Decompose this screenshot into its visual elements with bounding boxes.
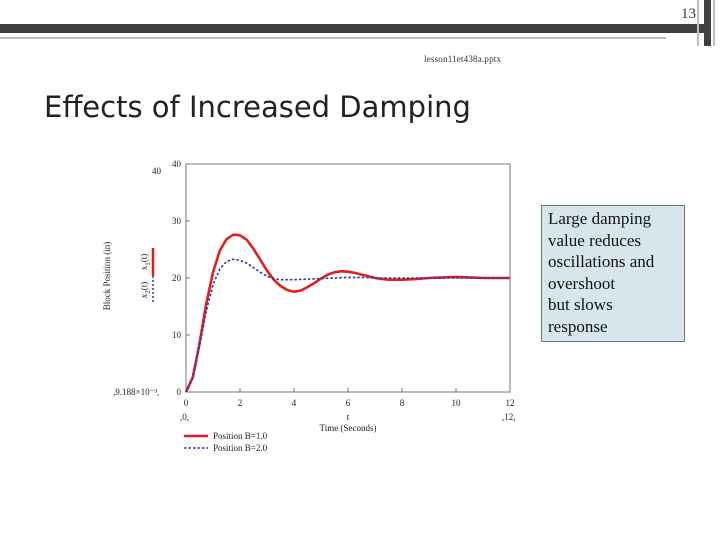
corner-stripe <box>697 0 699 46</box>
slide-number: 13 <box>681 6 696 22</box>
y-tick-label: 20 <box>172 273 182 283</box>
corner-stripe <box>704 0 711 46</box>
note-box: Large damping value reduces oscillations… <box>541 205 685 342</box>
x-tick-label: 2 <box>238 398 243 408</box>
x-tick-label: 12 <box>506 398 515 408</box>
y-tick-label: 30 <box>172 216 182 226</box>
legend-label: Position B=2.0 <box>213 443 268 453</box>
y-series-expression: x2(t) <box>139 282 152 299</box>
y-axis-label: Block Position (in) <box>102 242 112 311</box>
x-variable-label: t <box>347 412 350 422</box>
y-max-label: 40 <box>152 166 162 176</box>
top-rule <box>0 37 666 39</box>
note-line: oscillations and <box>548 252 655 271</box>
y-tick-label: 0 <box>177 387 182 397</box>
note-line: overshoot <box>548 273 616 293</box>
series-line-2 <box>185 258 510 393</box>
corner-stripe <box>713 0 715 46</box>
x-min-label: ,0, <box>180 412 189 422</box>
note-line: but slows <box>548 295 613 314</box>
x-axis-label: Time (Seconds) <box>320 423 377 433</box>
legend-label: Position B=1.0 <box>213 431 268 441</box>
x-tick-label: 10 <box>452 398 462 408</box>
x-tick-label: 4 <box>292 398 297 408</box>
y-series-expression: x1(t) <box>139 254 152 271</box>
file-name: lesson11et438a.pptx <box>424 54 502 64</box>
y-tick-label: 40 <box>172 159 182 169</box>
x-tick-label: 0 <box>184 398 189 408</box>
note-line: Large damping <box>548 209 652 228</box>
x-tick-label: 6 <box>346 398 351 408</box>
note-line: value reduces <box>548 230 641 250</box>
y-tick-label: 10 <box>172 330 182 340</box>
x-max-label: ,12, <box>502 412 516 422</box>
top-bar <box>0 24 704 33</box>
series-line-1 <box>184 233 510 393</box>
y-min-label: ,9.188×10⁻³, <box>113 387 159 397</box>
x-tick-label: 8 <box>400 398 405 408</box>
slide-title: Effects of Increased Damping <box>44 90 471 124</box>
note-line: response <box>548 316 608 336</box>
